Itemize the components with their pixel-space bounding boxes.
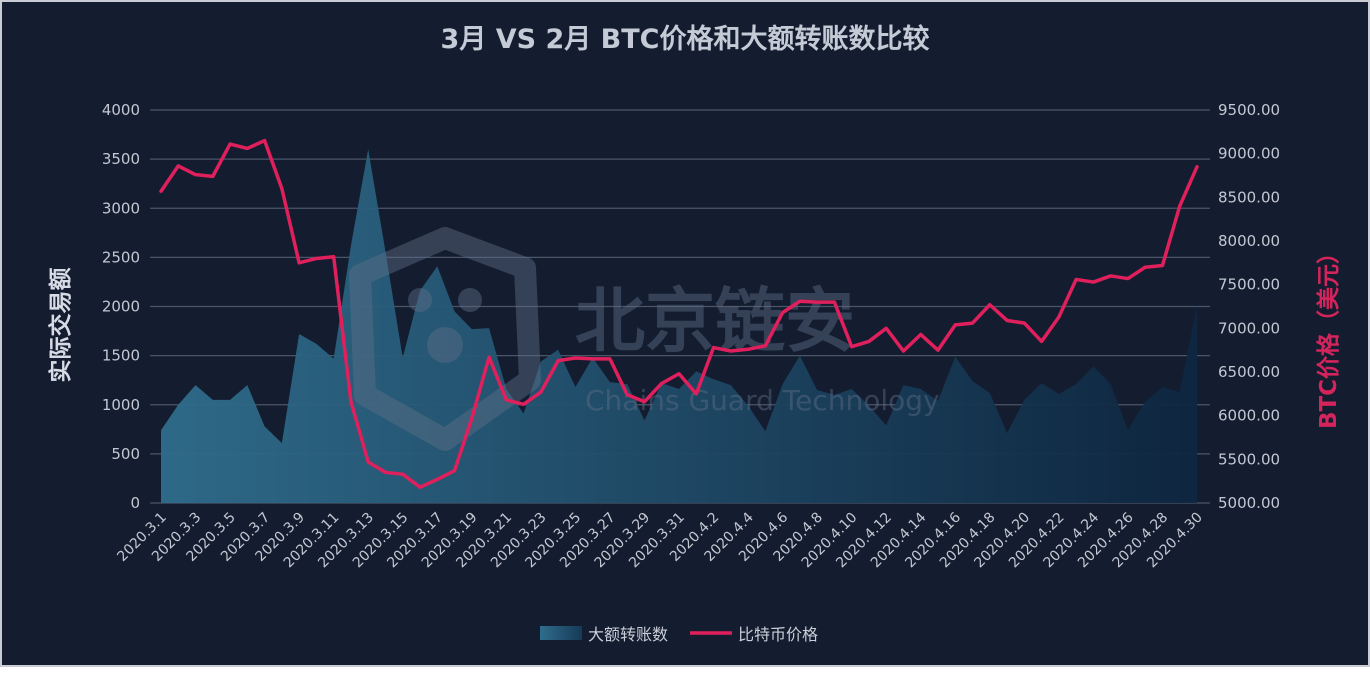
left-axis-label: 实际交易额 — [47, 268, 74, 383]
right-tick-label: 5000.00 — [1218, 494, 1280, 512]
transfer-count-area — [161, 149, 1197, 504]
left-tick-label: 2500 — [102, 248, 140, 266]
watermark-node-icon — [458, 288, 482, 312]
legend-area-swatch — [540, 626, 582, 640]
right-tick-label: 6000.00 — [1218, 407, 1280, 425]
right-axis-ticks: 5000.00 5500.00 6000.00 6500.00 7000.00 7500.… — [1218, 101, 1280, 512]
legend: 大额转账数 比特币价格 — [540, 625, 818, 644]
btc-price-line-layer — [159, 138, 1199, 490]
watermark-logo-icon — [349, 227, 541, 451]
legend-line-label: 比特币价格 — [738, 625, 818, 644]
right-tick-label: 6500.00 — [1218, 363, 1280, 381]
watermark-node-icon — [427, 327, 463, 363]
right-tick-label: 5500.00 — [1218, 450, 1280, 468]
watermark-node-icon — [408, 288, 432, 312]
left-tick-label: 4000 — [102, 101, 140, 119]
right-axis-label: BTC价格（美元） — [1315, 241, 1342, 429]
left-axis-ticks: 0 500 1000 1500 2000 2500 3000 3500 4000 — [102, 101, 140, 512]
legend-area-label: 大额转账数 — [588, 625, 668, 644]
right-tick-label: 7500.00 — [1218, 276, 1280, 294]
left-tick-label: 2000 — [102, 298, 140, 316]
x-axis-ticks: 2020.3.12020.3.32020.3.52020.3.72020.3.9… — [114, 509, 1205, 571]
left-tick-label: 0 — [130, 494, 140, 512]
chart-title: 3月 VS 2月 BTC价格和大额转账数比较 — [441, 23, 930, 55]
legend-item-line[interactable]: 比特币价格 — [690, 625, 818, 644]
watermark-text: 北京链安 — [575, 280, 855, 362]
transfer-count-area-layer — [161, 149, 1197, 504]
left-tick-label: 3000 — [102, 199, 140, 217]
right-tick-label: 8500.00 — [1218, 188, 1280, 206]
left-tick-label: 500 — [111, 445, 140, 463]
left-tick-label: 3500 — [102, 150, 140, 168]
btc-price-line — [159, 138, 1199, 490]
right-tick-label: 7000.00 — [1218, 319, 1280, 337]
legend-item-area[interactable]: 大额转账数 — [540, 625, 668, 644]
left-tick-label: 1500 — [102, 347, 140, 365]
right-tick-label: 8000.00 — [1218, 232, 1280, 250]
left-tick-label: 1000 — [102, 396, 140, 414]
right-tick-label: 9000.00 — [1218, 145, 1280, 163]
right-tick-label: 9500.00 — [1218, 101, 1280, 119]
